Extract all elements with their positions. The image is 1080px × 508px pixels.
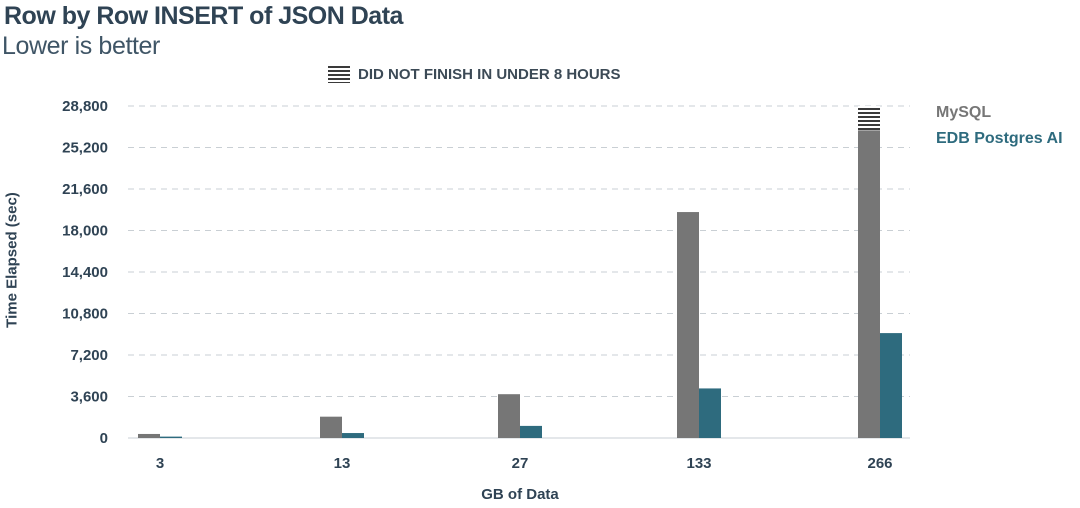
hatch-swatch-icon — [328, 66, 350, 83]
x-axis-ticks: 3 13 27 133 266 — [156, 455, 893, 472]
bar-edb-postgres-ai-266 — [880, 333, 902, 438]
dnf-annotation: DID NOT FINISH IN UNDER 8 HOURS — [328, 66, 621, 83]
y-tick-label: 3,600 — [70, 389, 108, 406]
bar-mysql-133 — [677, 212, 699, 438]
dnf-annotation-label: DID NOT FINISH IN UNDER 8 HOURS — [358, 66, 621, 83]
x-tick-label: 3 — [156, 455, 164, 472]
bar-edb-postgres-ai-133 — [699, 388, 721, 438]
legend-item-mysql: MySQL — [936, 104, 992, 121]
y-tick-label: 0 — [100, 430, 108, 447]
x-tick-label: 133 — [686, 455, 711, 472]
bar-dnf-hatch-266 — [858, 106, 880, 131]
y-axis-ticks: 0 3,600 7,200 10,800 14,400 18,000 21,600 25,20… — [62, 98, 108, 447]
x-tick-label: 266 — [867, 455, 892, 472]
y-tick-label: 21,600 — [62, 181, 108, 198]
y-tick-label: 14,400 — [62, 264, 108, 281]
chart-subtitle: Lower is better — [2, 32, 160, 60]
y-tick-label: 25,200 — [62, 140, 108, 157]
bar-edb-postgres-ai-13 — [342, 433, 364, 438]
bar-mysql-3 — [138, 433, 160, 438]
x-tick-label: 27 — [512, 455, 529, 472]
y-tick-label: 10,800 — [62, 306, 108, 323]
y-tick-label: 7,200 — [70, 347, 108, 364]
bars — [138, 106, 902, 439]
bar-mysql-13 — [320, 416, 342, 438]
bar-mysql-27 — [498, 394, 520, 438]
bar-mysql-266 — [858, 130, 880, 439]
chart-legend: MySQL EDB Postgres AI — [936, 100, 1063, 152]
bar-edb-postgres-ai-3 — [160, 436, 182, 438]
y-tick-label: 18,000 — [62, 223, 108, 240]
bar-edb-postgres-ai-27 — [520, 425, 542, 438]
grid — [128, 105, 910, 439]
x-tick-label: 13 — [334, 455, 351, 472]
y-tick-label: 28,800 — [62, 98, 108, 115]
x-axis-label: GB of Data — [481, 486, 559, 503]
legend-item-edb-postgres: EDB Postgres AI — [936, 130, 1063, 147]
chart-title: Row by Row INSERT of JSON Data — [4, 2, 403, 30]
